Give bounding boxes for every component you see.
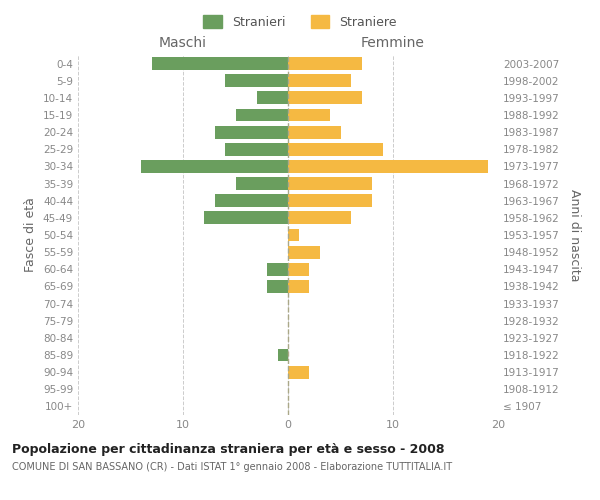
Y-axis label: Anni di nascita: Anni di nascita [568, 188, 581, 281]
Legend: Stranieri, Straniere: Stranieri, Straniere [197, 8, 403, 35]
Bar [288, 143, 383, 156]
Bar [204, 212, 288, 224]
Text: Maschi: Maschi [159, 36, 207, 50]
Bar [277, 348, 288, 362]
Bar [235, 177, 288, 190]
Bar [151, 57, 288, 70]
Bar [141, 160, 288, 173]
Bar [288, 263, 309, 276]
Bar [288, 108, 330, 122]
Bar [288, 177, 372, 190]
Bar [288, 246, 320, 258]
Y-axis label: Fasce di età: Fasce di età [25, 198, 37, 272]
Text: Femmine: Femmine [361, 36, 425, 50]
Text: Popolazione per cittadinanza straniera per età e sesso - 2008: Popolazione per cittadinanza straniera p… [12, 442, 445, 456]
Bar [288, 194, 372, 207]
Bar [288, 366, 309, 378]
Bar [267, 263, 288, 276]
Bar [288, 126, 341, 138]
Bar [225, 143, 288, 156]
Bar [235, 108, 288, 122]
Bar [288, 212, 351, 224]
Bar [257, 92, 288, 104]
Bar [288, 228, 299, 241]
Bar [288, 57, 361, 70]
Text: COMUNE DI SAN BASSANO (CR) - Dati ISTAT 1° gennaio 2008 - Elaborazione TUTTITALI: COMUNE DI SAN BASSANO (CR) - Dati ISTAT … [12, 462, 452, 472]
Bar [225, 74, 288, 87]
Bar [288, 160, 487, 173]
Bar [215, 126, 288, 138]
Bar [288, 74, 351, 87]
Bar [267, 280, 288, 293]
Bar [288, 92, 361, 104]
Bar [288, 280, 309, 293]
Bar [215, 194, 288, 207]
